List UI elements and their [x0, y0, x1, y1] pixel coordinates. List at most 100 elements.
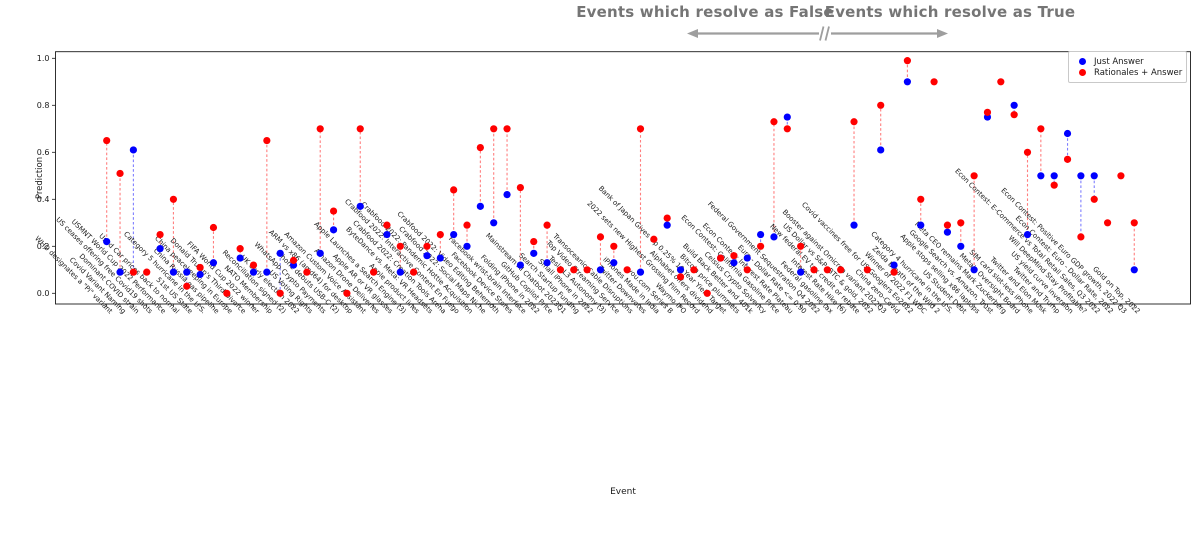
point-rationales-answer: [1090, 195, 1098, 203]
legend-item: Just Answer: [1075, 56, 1180, 67]
point-rationales-answer: [1037, 125, 1045, 133]
y-tick-label: 0.6: [37, 148, 50, 157]
point-just-answer: [743, 254, 751, 262]
y-tick-label: 0.8: [37, 101, 50, 110]
point-rationales-answer: [543, 221, 551, 229]
point-rationales-answer: [770, 118, 778, 126]
point-rationales-answer: [730, 252, 738, 260]
point-just-answer: [596, 266, 605, 274]
point-rationales-answer: [943, 221, 952, 229]
point-just-answer: [490, 219, 498, 227]
point-just-answer: [970, 266, 978, 274]
point-rationales-answer: [303, 268, 311, 276]
point-rationales-answer: [530, 238, 538, 246]
point-just-answer: [917, 221, 925, 229]
point-rationales-answer: [209, 223, 218, 232]
point-just-answer: [476, 202, 484, 210]
point-rationales-answer: [890, 268, 898, 276]
point-just-answer: [890, 261, 898, 269]
point-rationales-answer: [610, 242, 618, 250]
legend-label: Just Answer: [1094, 56, 1144, 67]
point-just-answer: [236, 254, 244, 262]
point-just-answer: [1077, 172, 1085, 180]
point-just-answer: [463, 242, 471, 250]
point-just-answer: [797, 268, 805, 276]
point-rationales-answer: [316, 125, 324, 133]
point-just-answer: [169, 268, 178, 276]
point-rationales-answer: [623, 266, 631, 274]
point-rationales-answer: [743, 266, 751, 274]
legend-item: Rationales + Answer: [1075, 67, 1182, 78]
point-just-answer: [209, 259, 218, 267]
point-just-answer: [249, 268, 258, 276]
point-rationales-answer: [676, 273, 685, 281]
point-rationales-answer: [690, 266, 698, 274]
point-just-answer: [1063, 129, 1072, 138]
point-rationales-answer: [636, 125, 645, 133]
point-rationales-answer: [236, 245, 244, 253]
axis-break-mark: [824, 26, 830, 41]
point-just-answer: [396, 268, 404, 276]
point-just-answer: [450, 230, 458, 239]
point-rationales-answer: [396, 242, 404, 250]
legend-marker-icon: [1079, 58, 1086, 65]
point-rationales-answer: [716, 254, 725, 262]
point-just-answer: [383, 230, 391, 239]
point-rationales-answer: [223, 289, 231, 297]
point-just-answer: [276, 249, 284, 257]
point-rationales-answer: [903, 57, 912, 65]
point-rationales-answer: [156, 230, 164, 239]
point-just-answer: [530, 249, 538, 257]
y-tick-label: 1.0: [37, 54, 50, 63]
point-just-answer: [356, 202, 364, 210]
x-axis-label: Event: [610, 487, 636, 497]
point-just-answer: [1090, 172, 1098, 180]
point-rationales-answer: [930, 78, 938, 86]
point-rationales-answer: [356, 125, 364, 133]
point-just-answer: [1010, 101, 1018, 109]
point-just-answer: [543, 259, 551, 267]
point-rationales-answer: [183, 282, 191, 290]
point-rationales-answer: [650, 235, 658, 243]
legend-marker-icon: [1079, 69, 1086, 76]
axis-break-mark: [819, 26, 825, 41]
point-just-answer: [1050, 172, 1058, 180]
point-just-answer: [1023, 230, 1032, 239]
point-rationales-answer: [983, 108, 992, 116]
point-rationales-answer: [289, 256, 298, 264]
point-rationales-answer: [450, 186, 458, 194]
point-rationales-answer: [196, 263, 204, 272]
point-rationales-answer: [129, 268, 137, 276]
point-rationales-answer: [837, 266, 845, 274]
point-just-answer: [423, 252, 431, 260]
point-rationales-answer: [1077, 233, 1085, 241]
point-rationales-answer: [490, 125, 498, 133]
point-rationales-answer: [436, 230, 444, 239]
point-just-answer: [1037, 172, 1045, 180]
point-rationales-answer: [516, 183, 524, 192]
point-rationales-answer: [1103, 219, 1112, 227]
point-rationales-answer: [383, 221, 391, 229]
point-rationales-answer: [276, 289, 284, 297]
point-just-answer: [263, 268, 271, 276]
point-rationales-answer: [583, 266, 591, 274]
true-arrow-head-icon: [937, 29, 948, 38]
point-just-answer: [770, 233, 778, 241]
point-just-answer: [1130, 266, 1138, 274]
point-rationales-answer: [463, 221, 471, 229]
annotation-resolve-true: Events which resolve as True: [824, 3, 1076, 21]
point-rationales-answer: [1117, 172, 1125, 180]
point-rationales-answer: [570, 266, 578, 274]
point-rationales-answer: [757, 242, 765, 250]
point-just-answer: [850, 221, 858, 229]
point-rationales-answer: [370, 268, 378, 276]
plot-border: [55, 51, 1191, 305]
point-rationales-answer: [797, 242, 805, 250]
point-rationales-answer: [1063, 155, 1072, 163]
point-rationales-answer: [343, 289, 351, 297]
point-just-answer: [636, 268, 645, 276]
point-just-answer: [757, 230, 765, 239]
point-rationales-answer: [997, 78, 1005, 86]
point-rationales-answer: [1023, 148, 1032, 156]
false-arrow-head-icon: [687, 29, 698, 38]
